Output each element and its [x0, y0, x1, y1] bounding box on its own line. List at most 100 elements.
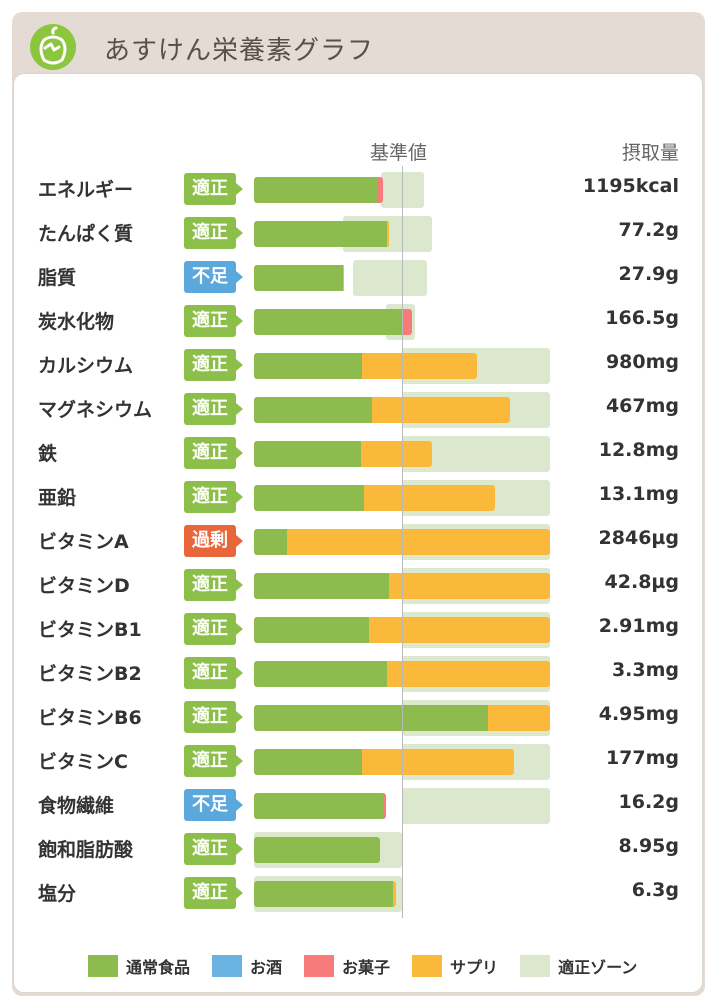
status-badge: 適正 [184, 437, 243, 469]
apple-icon [30, 24, 76, 70]
optimal-zone [353, 260, 428, 296]
nutrient-name: 炭水化物 [38, 311, 115, 333]
bar-segment-supplement [387, 661, 550, 687]
bar-segment-food [254, 749, 363, 775]
legend-item-zone: 適正ゾーン [520, 954, 637, 978]
nutrient-name: 脂質 [38, 267, 77, 289]
bar-segment-sweets [376, 177, 383, 203]
nutrient-row: ビタミンD 適正 42.8µg [0, 563, 717, 607]
status-badge: 適正 [184, 173, 243, 205]
nutrient-name: 鉄 [38, 443, 58, 465]
bar-segment-supplement [362, 749, 515, 775]
reference-line [402, 166, 403, 918]
nutrient-name: 亜鉛 [38, 487, 77, 509]
status-badge: 適正 [184, 217, 243, 249]
bar-segment-food [254, 485, 364, 511]
legend-label: サプリ [450, 958, 499, 977]
bar-segment-supplement [286, 529, 550, 555]
intake-value: 16.2g [618, 791, 679, 813]
nutrient-name: カルシウム [38, 355, 134, 377]
status-badge: 適正 [184, 833, 243, 865]
nutrient-name: ビタミンB2 [38, 663, 142, 685]
intake-value: 13.1mg [598, 483, 679, 505]
bar-segment-food [254, 705, 488, 731]
status-badge: 適正 [184, 613, 243, 645]
nutrient-row: ビタミンA 過剰 2846µg [0, 519, 717, 563]
bar-segment-supplement [363, 485, 496, 511]
bar-segment-food [254, 793, 383, 819]
nutrient-row: ビタミンB2 適正 3.3mg [0, 651, 717, 695]
nutrient-row: 塩分 適正 6.3g [0, 871, 717, 915]
nutrient-name: ビタミンB1 [38, 619, 142, 641]
nutrient-name: 飽和脂肪酸 [38, 839, 134, 861]
intake-value: 980mg [605, 351, 679, 373]
intake-value: 4.95mg [598, 703, 679, 725]
bar-segment-food [254, 265, 343, 291]
reference-header: 基準値 [370, 142, 428, 164]
intake-value: 42.8µg [604, 571, 679, 593]
nutrient-row: カルシウム 適正 980mg [0, 343, 717, 387]
bar-segment-food [254, 397, 373, 423]
bar-segment-food [254, 837, 380, 863]
nutrient-row: 脂質 不足 27.9g [0, 255, 717, 299]
bar-segment-food [254, 221, 388, 247]
legend-item-food: 通常食品 [88, 954, 190, 978]
intake-value: 2846µg [598, 527, 679, 549]
status-badge: 適正 [184, 657, 243, 689]
legend: 通常食品 お酒 お菓子 サプリ 適正ゾーン [88, 954, 659, 978]
bar-segment-supplement [360, 441, 432, 467]
bar-segment-supplement [487, 705, 550, 731]
intake-value: 3.3mg [611, 659, 679, 681]
legend-label: お酒 [250, 958, 283, 977]
nutrient-name: たんぱく質 [38, 223, 134, 245]
bar-segment-food [254, 529, 287, 555]
bar-segment-food [254, 573, 389, 599]
nutrient-row: たんぱく質 適正 77.2g [0, 211, 717, 255]
status-badge: 不足 [184, 261, 243, 293]
intake-value: 1195kcal [582, 175, 679, 197]
intake-value: 77.2g [618, 219, 679, 241]
status-badge: 適正 [184, 701, 243, 733]
legend-item-supplement: サプリ [412, 954, 498, 978]
nutrient-name: マグネシウム [38, 399, 153, 421]
intake-value: 166.5g [605, 307, 679, 329]
nutrient-row: 飽和脂肪酸 適正 8.95g [0, 827, 717, 871]
legend-swatch [304, 955, 335, 977]
intake-value: 12.8mg [598, 439, 679, 461]
legend-swatch [520, 955, 551, 977]
page-title: あすけん栄養素グラフ [104, 36, 375, 66]
status-badge: 適正 [184, 349, 243, 381]
bar-segment-sweets [382, 793, 386, 819]
legend-item-sweets: お菓子 [304, 954, 390, 978]
legend-label: お菓子 [342, 958, 391, 977]
nutrient-name: ビタミンD [38, 575, 130, 597]
legend-swatch [412, 955, 443, 977]
status-badge: 適正 [184, 481, 243, 513]
nutrient-name: エネルギー [38, 179, 134, 201]
nutrient-row: 亜鉛 適正 13.1mg [0, 475, 717, 519]
bar-segment-supplement [387, 221, 389, 247]
legend-label: 通常食品 [126, 958, 191, 977]
nutrient-row: 炭水化物 適正 166.5g [0, 299, 717, 343]
legend-swatch [88, 955, 118, 977]
bar-segment-supplement [342, 265, 345, 291]
bar-segment-supplement [369, 617, 550, 643]
status-badge: 適正 [184, 745, 243, 777]
status-badge: 不足 [184, 789, 243, 821]
bar-segment-food [254, 353, 363, 379]
nutrient-row: ビタミンB1 適正 2.91mg [0, 607, 717, 651]
legend-label: 適正ゾーン [558, 958, 638, 977]
bar-segment-food [254, 617, 370, 643]
nutrient-row: 鉄 適正 12.8mg [0, 431, 717, 475]
intake-value: 27.9g [618, 263, 679, 285]
status-badge: 適正 [184, 305, 243, 337]
nutrient-row: ビタミンC 適正 177mg [0, 739, 717, 783]
bar-segment-supplement [388, 573, 550, 599]
legend-swatch [212, 955, 243, 977]
bar-segment-supplement [362, 353, 478, 379]
nutrient-name: 塩分 [38, 883, 77, 905]
status-badge: 適正 [184, 393, 243, 425]
nutrient-row: 食物繊維 不足 16.2g [0, 783, 717, 827]
nutrient-name: ビタミンB6 [38, 707, 142, 729]
bar-segment-food [254, 309, 401, 335]
